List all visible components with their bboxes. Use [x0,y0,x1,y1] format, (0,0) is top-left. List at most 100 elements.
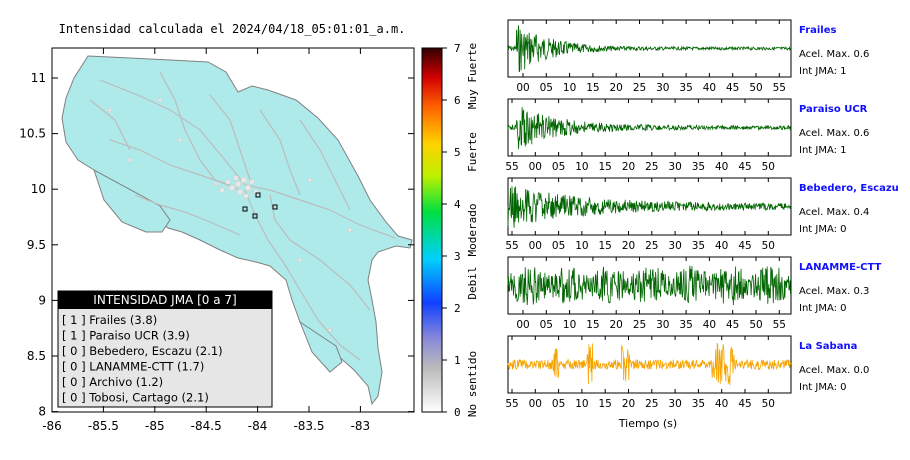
waveform-tick: 35 [692,240,705,252]
station-jma: Int JMA: 0 [799,303,847,314]
waveform-tick: 15 [599,161,612,173]
station-marker [272,204,278,210]
waveform-tick: 35 [692,161,705,173]
legend-item: [ 0 ] Tobosi, Cartago (2.1) [62,391,209,405]
map-y-tick: 8 [38,405,46,419]
map-plot: INTENSIDAD JMA [0 a 7] [ 1 ] Frailes (3.… [19,47,415,433]
nicoya-peninsula [93,168,171,233]
waveform-tick: 15 [586,82,599,94]
colorbar-tick: 4 [454,198,461,211]
waveform-tick: 45 [738,398,751,410]
colorbar-tick: 0 [454,406,461,419]
waveform-tick: 50 [762,240,775,252]
colorbar-tick: 6 [454,94,461,107]
osa-peninsula [298,320,343,373]
station-jma: Int JMA: 0 [799,224,847,235]
waveform-trace [507,106,792,150]
waveform-tick: 50 [749,82,762,94]
colorbar-category: Moderado [466,204,479,257]
waveform-tick: 40 [715,240,728,252]
station-name: Paraiso UCR [799,104,868,115]
waveform-tick: 20 [610,82,623,94]
station-jma: Int JMA: 0 [799,382,847,393]
colorbar-category: Muy Fuerte [466,43,479,109]
waveform-tick: 50 [749,319,762,331]
waveform-panel: 55 00 05 10 15 20 25 30 35 40 45 50 Bebedero, Escazu… [505,177,899,252]
station-name: La Sabana [799,341,857,352]
station-name: Bebedero, Escazu [799,183,899,194]
waveform-tick: 40 [703,82,716,94]
station-jma: Int JMA: 1 [799,145,847,156]
legend-item: [ 0 ] Archivo (1.2) [62,375,163,389]
waveform-trace [507,25,792,73]
city-cluster [107,97,353,333]
map-x-tick: -84 [248,419,268,433]
waveform-tick: 30 [668,398,681,410]
intensity-colorbar [421,47,443,413]
colorbar-category: Debil [466,266,479,299]
legend-item: [ 0 ] Bebedero, Escazu (2.1) [62,344,223,358]
map-y-tick: 10 [31,182,46,196]
colorbar-category: Fuerte [466,132,479,172]
map-title: Intensidad calculada el 2024/04/18_05:01… [59,22,406,36]
legend-item: [ 1 ] Frailes (3.8) [62,313,157,327]
map-x-tick: -86 [42,419,62,433]
waveform-tick: 45 [726,319,739,331]
waveform-tick: 55 [505,161,518,173]
waveform-tick: 30 [656,319,669,331]
station-name: LANAMME-CTT [799,262,881,273]
waveform-panel: 55 00 05 10 15 20 25 30 35 40 45 50 Paraiso UCR Acel.… [505,98,869,173]
station-name: Frailes [799,25,837,36]
waveform-tick: 35 [679,82,692,94]
waveform-xlabel: Tiempo (s) [618,417,677,430]
map-y-tick: 9.5 [27,238,46,252]
station-marker [252,213,258,219]
station-markers [242,192,278,219]
waveform-tick: 15 [599,398,612,410]
colorbar-tick: 5 [454,146,461,159]
legend-title: INTENSIDAD JMA [0 a 7] [93,293,236,307]
map-y-tick: 10.5 [19,127,46,141]
colorbar-tick: 2 [454,302,461,315]
waveform-tick: 25 [645,398,658,410]
map-y-tick: 9 [38,293,46,307]
waveform-tick: 55 [773,82,786,94]
waveform-tick: 05 [552,398,565,410]
waveform-tick: 10 [575,398,588,410]
waveform-tick: 20 [622,161,635,173]
waveform-tick: 00 [516,82,529,94]
colorbar-tick: 7 [454,42,461,55]
colorbar-tick: 3 [454,250,461,263]
waveform-tick: 00 [516,319,529,331]
waveform-tick: 35 [679,319,692,331]
map-x-tick: -84.5 [191,419,222,433]
waveform-trace [507,343,792,386]
waveform-tick: 00 [529,161,542,173]
waveform-tick: 05 [552,240,565,252]
waveform-tick: 45 [738,161,751,173]
map-x-tick: -83 [351,419,371,433]
waveform-tick: 25 [645,240,658,252]
waveform-tick: 00 [529,240,542,252]
waveform-tick: 45 [726,82,739,94]
map-x-tick: -85.5 [88,419,119,433]
waveform-tick: 20 [610,319,623,331]
waveform-tick: 30 [656,82,669,94]
road-network [89,71,396,361]
station-marker [255,192,261,198]
colorbar-category: No sentido [466,351,479,417]
waveform-tick: 40 [703,319,716,331]
waveform-tick: 30 [668,240,681,252]
waveform-tick: 25 [645,161,658,173]
waveform-tick: 10 [563,82,576,94]
waveform-tick: 20 [622,398,635,410]
waveform-tick: 05 [540,319,553,331]
waveform-panel: 55 00 05 10 15 20 25 30 35 40 45 50 La Sabana Acel. M… [505,335,869,410]
station-accel: Acel. Max. 0.6 [799,49,869,60]
waveform-tick: 15 [599,240,612,252]
colorbar-tick: 1 [454,354,461,367]
waveform-tick: 10 [575,161,588,173]
waveform-tick: 25 [633,82,646,94]
legend-item: [ 0 ] LANAMME-CTT (1.7) [62,360,204,374]
waveform-tick: 40 [715,398,728,410]
